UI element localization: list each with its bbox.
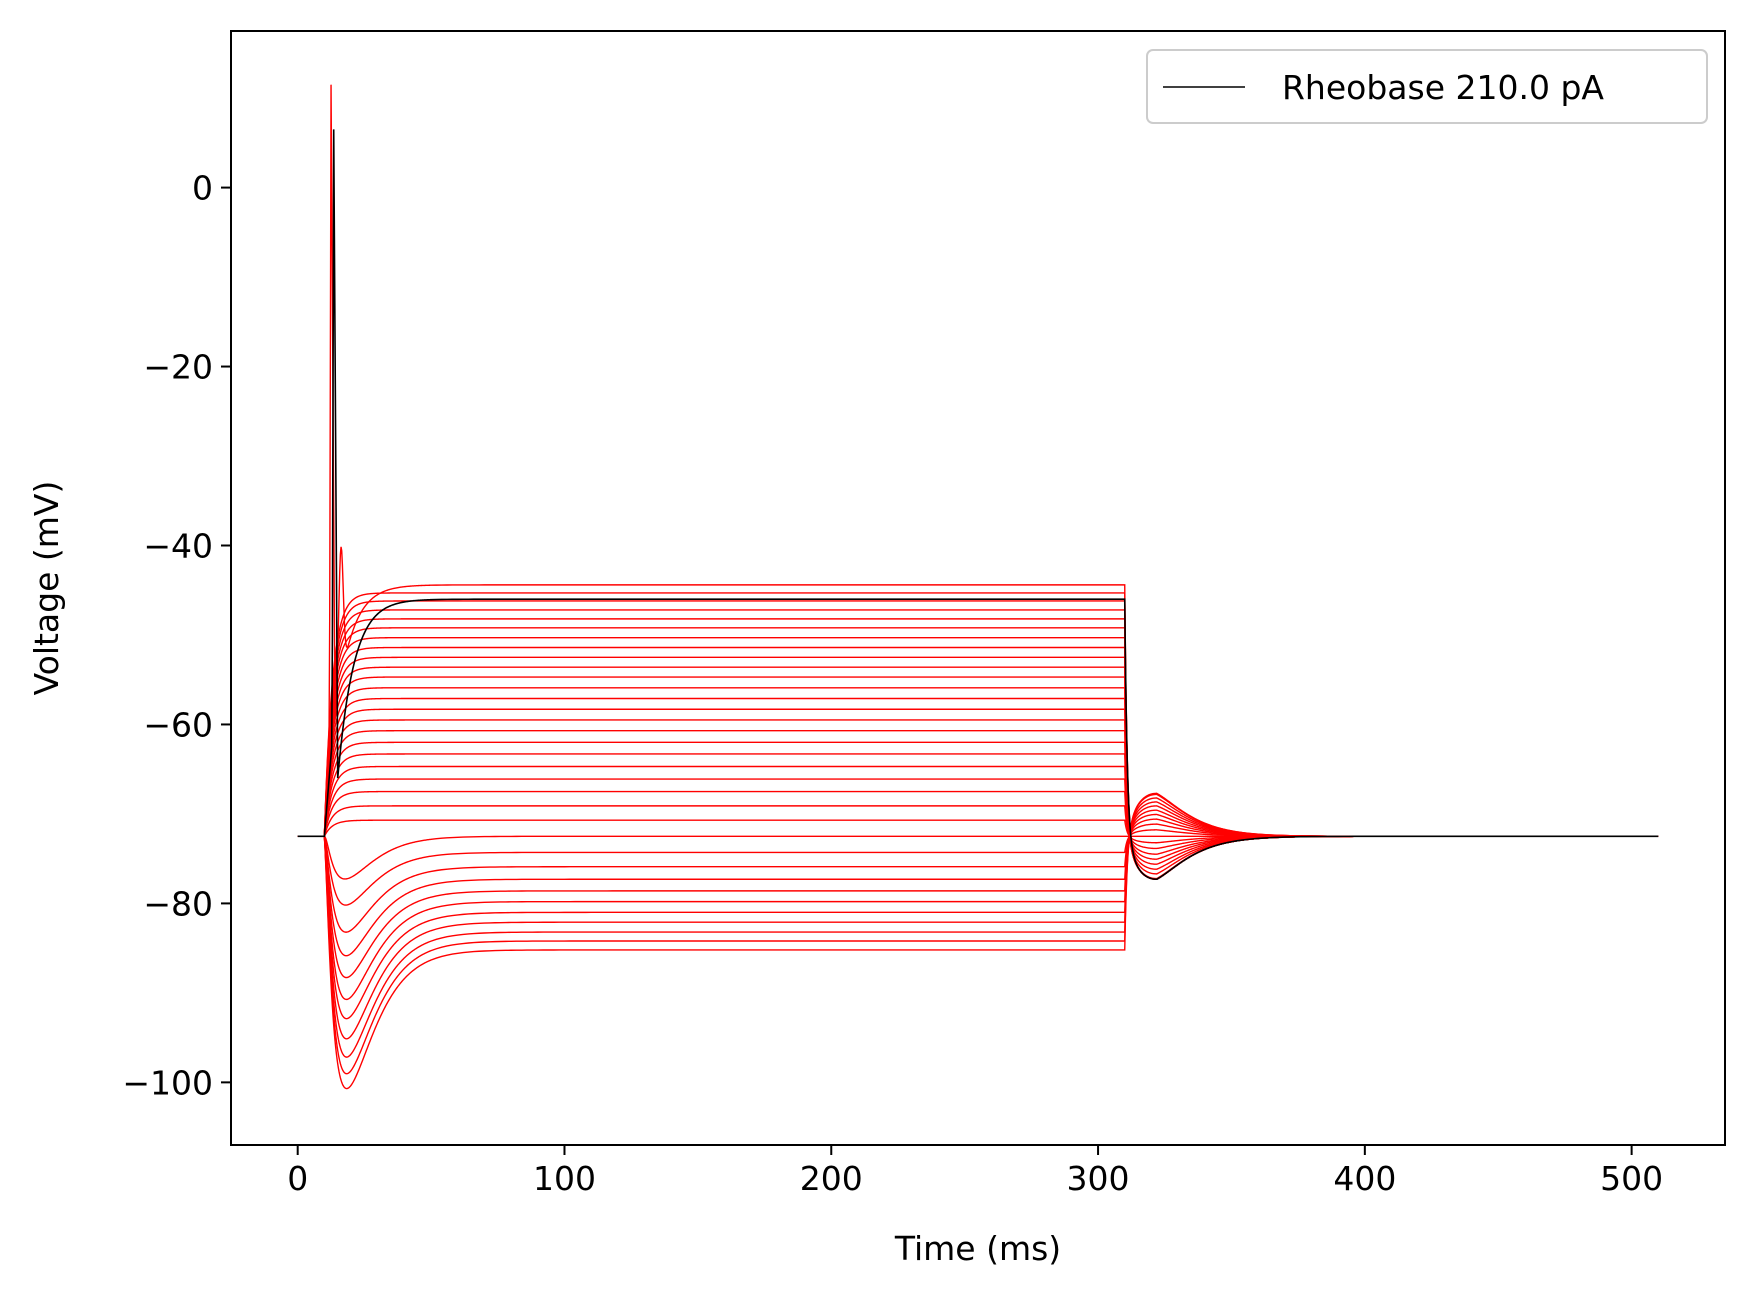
x-tick-label: 500 <box>1600 1159 1663 1198</box>
subthreshold-trace <box>297 790 1659 855</box>
y-axis-ticks: 0 −20 −40 −60 −80 −100 <box>122 169 231 1102</box>
subthreshold-trace <box>297 753 1659 870</box>
subthreshold-trace <box>297 805 1659 850</box>
rheobase-traces <box>297 129 1659 881</box>
legend: Rheobase 210.0 pA <box>1146 49 1708 124</box>
x-tick-label: 300 <box>1067 1159 1130 1198</box>
x-tick-label: 400 <box>1333 1159 1396 1198</box>
legend-label-rheobase: Rheobase 210.0 pA <box>1282 68 1604 107</box>
subthreshold-trace <box>297 778 1659 860</box>
axes-frame <box>230 30 1726 1146</box>
subthreshold-trace <box>297 819 1659 844</box>
y-tick-label: 0 <box>192 169 213 208</box>
subthreshold-trace <box>297 823 1659 933</box>
subthreshold-trace <box>297 835 1659 880</box>
y-tick-label: −40 <box>143 526 213 565</box>
x-axis-ticks: 0 100 200 300 400 500 <box>287 1145 1663 1198</box>
subthreshold-trace <box>297 741 1659 875</box>
y-tick-label: −100 <box>122 1063 213 1102</box>
y-tick-label: −60 <box>143 705 213 744</box>
subthreshold-trace <box>297 818 1659 957</box>
y-tick-label: −20 <box>143 348 213 387</box>
y-tick-label: −80 <box>143 884 213 923</box>
subthreshold-trace <box>297 829 1659 906</box>
subthreshold-trace <box>297 813 1659 979</box>
legend-box <box>1146 49 1708 124</box>
x-tick-label: 0 <box>287 1159 308 1198</box>
y-axis-label: Voltage (mV) <box>27 481 66 696</box>
rheobase-trace <box>297 129 1659 881</box>
x-tick-label: 200 <box>800 1159 863 1198</box>
x-tick-label: 100 <box>533 1159 596 1198</box>
plot-area <box>231 31 1725 1145</box>
x-axis-label: Time (ms) <box>894 1229 1061 1268</box>
subthreshold-trace <box>297 765 1659 865</box>
